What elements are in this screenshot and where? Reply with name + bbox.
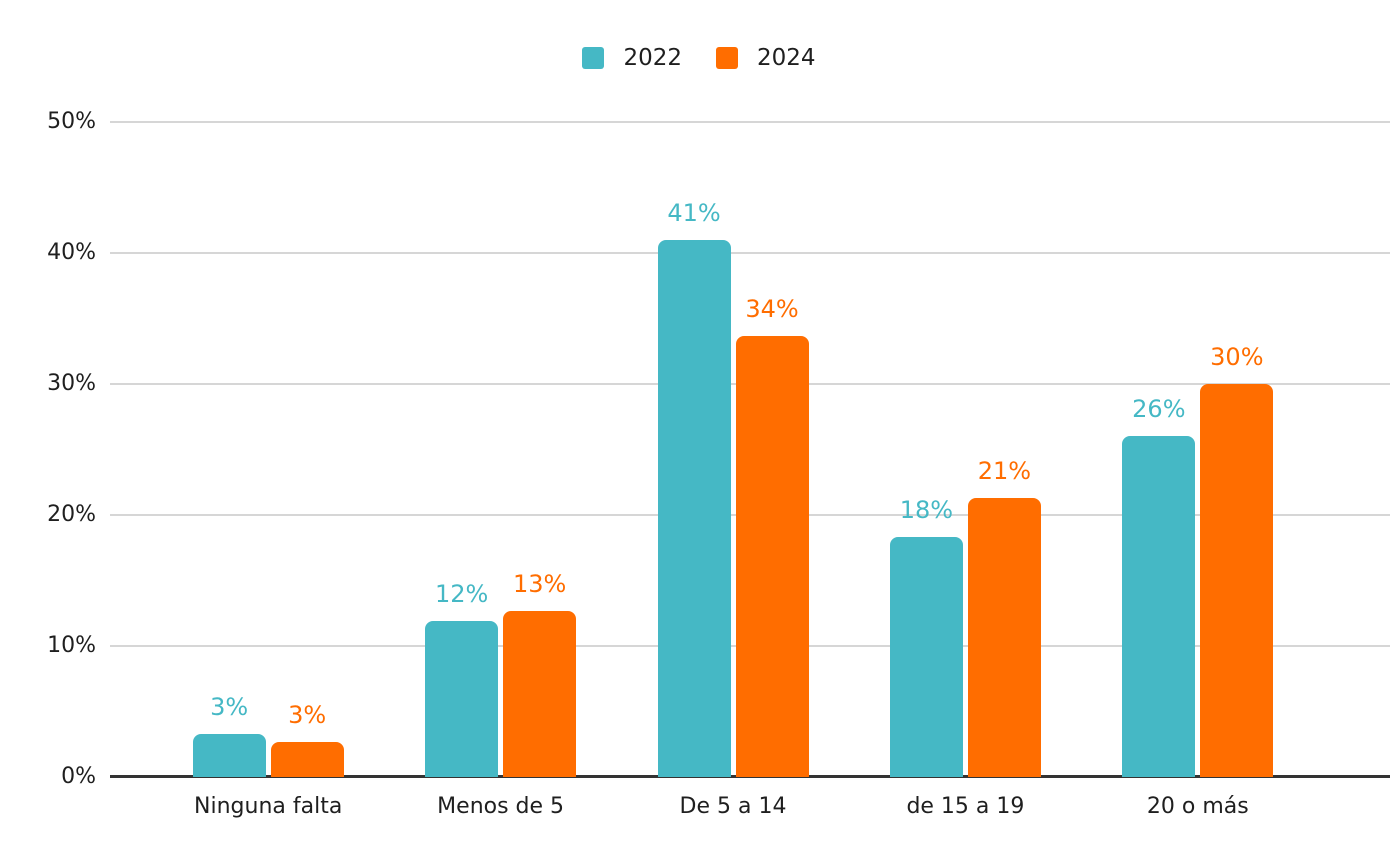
bar-2022	[889, 537, 963, 777]
bar-slot: 18%	[889, 122, 963, 777]
bar-2024	[1200, 384, 1274, 777]
bar-group: 12% 13%	[384, 122, 616, 777]
bar-slot: 26%	[1122, 122, 1196, 777]
x-axis-labels: Ninguna falta Menos de 5 De 5 a 14 de 15 a …	[152, 794, 1314, 819]
bar-2022	[192, 733, 266, 777]
legend-swatch-icon	[582, 47, 605, 69]
bar-groups: 3% 3% 12% 13% 41% 34% 18% 21% 26% 30%	[152, 122, 1314, 777]
bar-group: 18% 21%	[849, 122, 1081, 777]
bar-slot: 34%	[735, 122, 809, 777]
bar-2024	[270, 741, 344, 777]
bar-slot: 12%	[425, 122, 499, 777]
bar-slot: 41%	[657, 122, 731, 777]
bar-value-label: 34%	[745, 294, 799, 323]
bar-2024	[735, 335, 809, 777]
legend-item-2024: 2024	[716, 45, 816, 71]
bar-slot: 30%	[1200, 122, 1274, 777]
bar-value-label: 3%	[210, 692, 249, 721]
bar-value-label: 13%	[512, 569, 567, 598]
bar-group: 26% 30%	[1082, 122, 1314, 777]
bar-2022	[657, 239, 731, 777]
bar-value-label: 3%	[288, 700, 327, 729]
y-tick-label: 30%	[47, 371, 96, 396]
bar-slot: 3%	[270, 122, 344, 777]
bar-2022	[425, 621, 499, 777]
bar-2024	[967, 497, 1041, 777]
chart-legend: 2022 2024	[0, 45, 1398, 71]
bar-slot: 13%	[503, 122, 577, 777]
bar-2022	[1122, 436, 1196, 777]
y-tick-label: 40%	[47, 240, 96, 265]
plot-area: 3% 3% 12% 13% 41% 34% 18% 21% 26% 30%	[110, 121, 1390, 778]
bar-slot: 3%	[192, 122, 266, 777]
legend-swatch-icon	[716, 47, 738, 69]
legend-item-2022: 2022	[582, 45, 682, 71]
bar-2024	[503, 610, 577, 777]
legend-label: 2022	[623, 45, 682, 71]
x-axis-category-label: de 15 a 19	[906, 794, 1025, 819]
x-axis-category-label: Ninguna falta	[194, 794, 343, 819]
y-tick-label: 0%	[61, 764, 96, 789]
bar-value-label: 12%	[434, 580, 489, 609]
bar-value-label: 30%	[1210, 343, 1264, 371]
bar-group: 3% 3%	[152, 122, 384, 777]
x-axis-category-label: De 5 a 14	[679, 794, 787, 819]
gridline	[110, 121, 1390, 123]
bar-group: 41% 34%	[617, 122, 849, 777]
bar-value-label: 21%	[977, 456, 1032, 485]
bar-value-label: 26%	[1132, 395, 1186, 424]
x-axis-category-label: Menos de 5	[437, 794, 565, 819]
y-tick-label: 10%	[47, 633, 96, 658]
bar-value-label: 41%	[667, 198, 721, 227]
bar-value-label: 18%	[899, 496, 954, 525]
bar-slot: 21%	[967, 122, 1041, 777]
y-tick-label: 50%	[47, 109, 96, 134]
x-axis-category-label: 20 o más	[1146, 794, 1249, 819]
gridline	[110, 252, 1390, 254]
y-axis: 0% 10% 20% 30% 40% 50%	[0, 111, 96, 788]
legend-label: 2024	[757, 45, 816, 71]
y-tick-label: 20%	[47, 502, 96, 527]
